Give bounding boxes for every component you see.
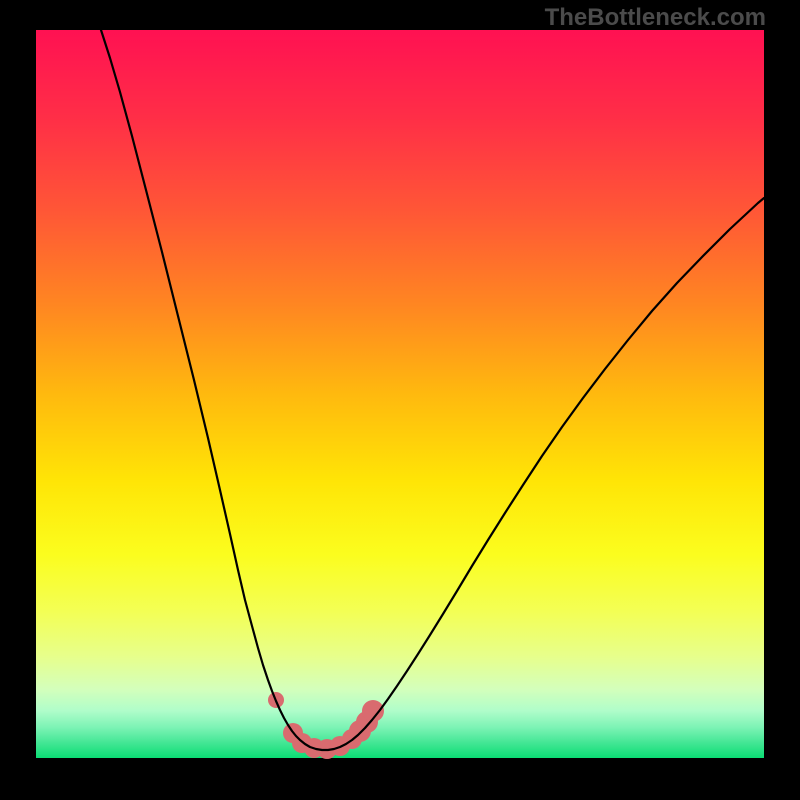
chart-stage: TheBottleneck.com (0, 0, 800, 800)
watermark-text: TheBottleneck.com (545, 4, 766, 32)
plot-gradient-background (36, 30, 764, 758)
